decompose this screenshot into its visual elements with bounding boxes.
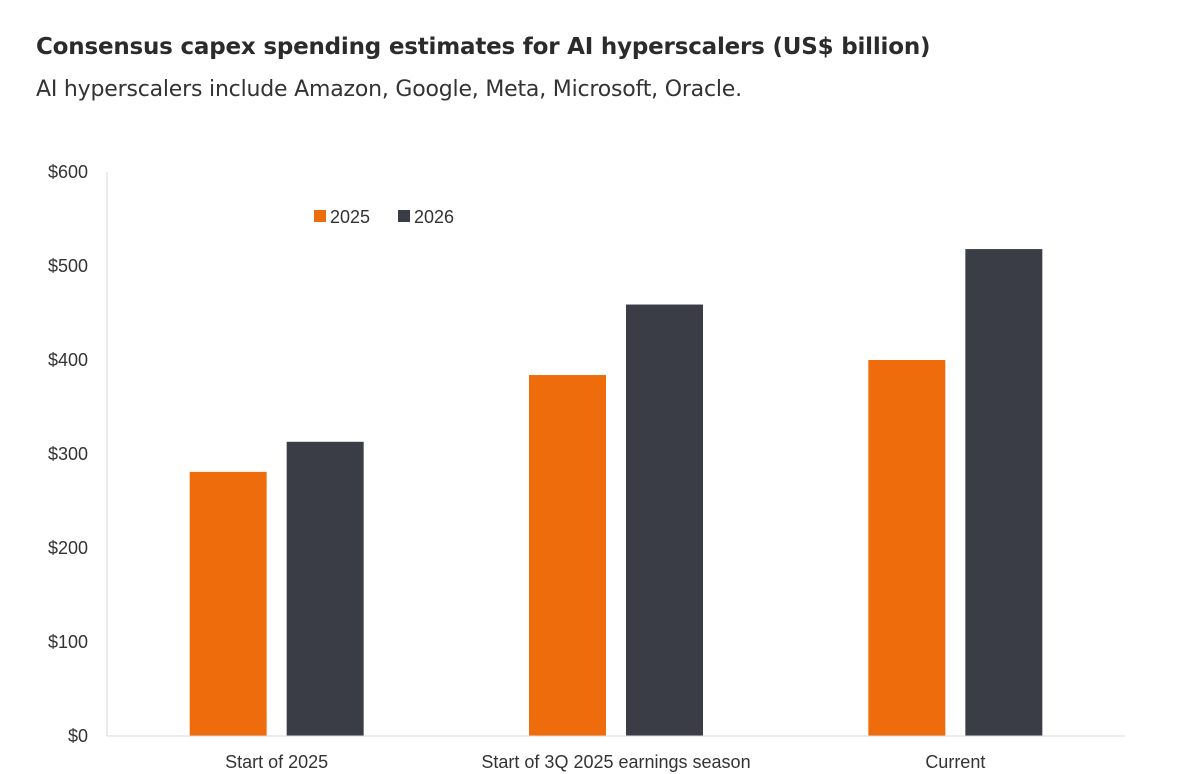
legend-swatch-2026 bbox=[398, 210, 410, 222]
bar-2025-2 bbox=[868, 360, 946, 736]
y-axis: $0 $100 $200 $300 $400 $500 $600 bbox=[48, 162, 108, 746]
y-tick-label: $400 bbox=[48, 350, 88, 370]
y-tick-label: $200 bbox=[48, 538, 88, 558]
x-category-label: Current bbox=[925, 752, 985, 772]
bars bbox=[189, 249, 1043, 736]
y-tick-label: $500 bbox=[48, 256, 88, 276]
legend: 2025 2026 bbox=[314, 207, 454, 227]
chart-subtitle: AI hyperscalers include Amazon, Google, … bbox=[36, 77, 742, 102]
x-category-label: Start of 2025 bbox=[225, 752, 328, 772]
chart-title: Consensus capex spending estimates for A… bbox=[36, 34, 931, 60]
legend-swatch-2025 bbox=[314, 210, 326, 222]
y-tick-label: $0 bbox=[68, 726, 88, 746]
bar-2026-1 bbox=[626, 304, 703, 736]
y-tick-label: $600 bbox=[48, 162, 88, 182]
bar-2026-0 bbox=[286, 441, 364, 736]
bar-2025-0 bbox=[189, 471, 267, 736]
bar-2025-1 bbox=[529, 375, 606, 736]
y-tick-label: $300 bbox=[48, 444, 88, 464]
x-category-label: Start of 3Q 2025 earnings season bbox=[481, 752, 750, 772]
legend-label-2025: 2025 bbox=[330, 207, 370, 227]
x-axis: Start of 2025 Start of 3Q 2025 earnings s… bbox=[107, 735, 1125, 772]
y-tick-label: $100 bbox=[48, 632, 88, 652]
legend-label-2026: 2026 bbox=[414, 207, 454, 227]
bar-2026-2 bbox=[965, 249, 1043, 736]
